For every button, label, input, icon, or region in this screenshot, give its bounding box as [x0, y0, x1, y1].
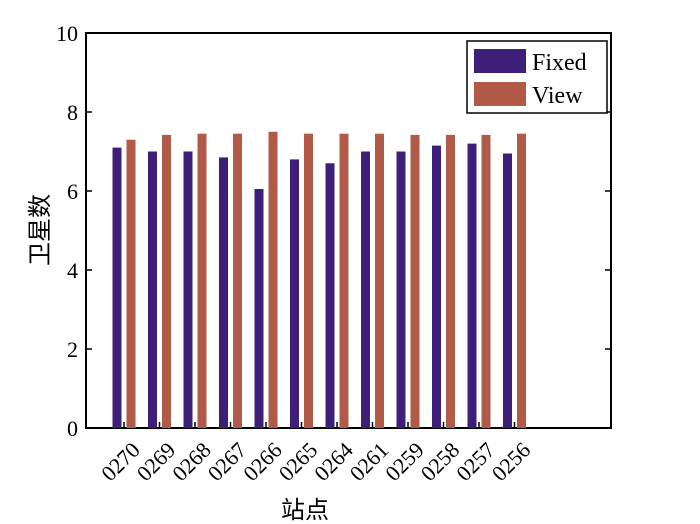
y-tick-label: 10	[56, 21, 78, 46]
bar-fixed-0261	[361, 151, 370, 428]
bar-view-0266	[268, 131, 278, 429]
y-tick-label: 2	[67, 337, 78, 362]
bar-series	[112, 131, 526, 429]
bar-view-0264	[339, 133, 349, 428]
bar-fixed-0258	[432, 145, 441, 428]
y-tick-label: 6	[67, 179, 78, 204]
y-axis: 0 2 4 6 8 10	[56, 21, 611, 441]
bar-view-0269	[162, 134, 171, 428]
y-tick-label: 8	[67, 100, 78, 125]
legend-swatch-view	[474, 82, 526, 106]
y-axis-label: 卫星数	[26, 194, 54, 266]
x-axis-label: 站点	[281, 496, 329, 524]
legend-swatch-fixed	[474, 49, 526, 73]
bar-fixed-0269	[148, 151, 157, 428]
y-tick-label: 0	[67, 416, 78, 441]
bar-fixed-0270	[112, 147, 122, 428]
bar-fixed-0264	[325, 163, 335, 429]
x-tick-label: 0256	[487, 437, 536, 486]
bar-fixed-0257	[467, 143, 477, 428]
bar-fixed-0266	[254, 189, 264, 428]
bar-view-0267	[233, 133, 242, 428]
legend-label-fixed: Fixed	[532, 50, 587, 76]
bar-view-0270	[126, 139, 136, 428]
bar-view-0257	[481, 134, 491, 428]
x-axis: 0270026902680267026602650264026102590258…	[96, 422, 535, 486]
legend: Fixed View	[466, 40, 608, 114]
bar-fixed-0267	[219, 157, 228, 428]
bar-fixed-0268	[183, 151, 193, 428]
bar-view-0256	[517, 133, 526, 428]
legend-label-view: View	[532, 83, 583, 109]
bar-view-0268	[197, 133, 207, 428]
bar-fixed-0256	[503, 153, 512, 428]
bar-fixed-0265	[290, 159, 299, 428]
bar-view-0259	[410, 134, 420, 428]
bar-view-0261	[375, 133, 384, 428]
bar-fixed-0259	[396, 151, 406, 428]
bar-view-0258	[446, 134, 455, 428]
y-tick-label: 4	[67, 258, 78, 283]
bar-view-0265	[304, 133, 313, 428]
